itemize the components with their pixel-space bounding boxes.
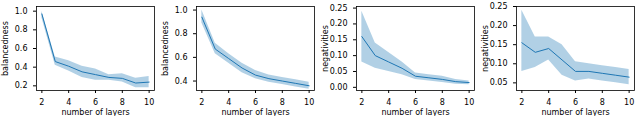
svg-text:8: 8 xyxy=(120,98,125,107)
svg-text:10: 10 xyxy=(624,98,634,107)
svg-text:0.4: 0.4 xyxy=(15,63,28,72)
svg-text:0.8: 0.8 xyxy=(175,29,188,38)
svg-text:0.10: 0.10 xyxy=(330,51,348,60)
svg-text:0.00: 0.00 xyxy=(330,83,348,92)
svg-text:0.15: 0.15 xyxy=(490,40,508,49)
svg-text:0.10: 0.10 xyxy=(490,59,508,68)
svg-text:negativities: negativities xyxy=(321,25,330,72)
svg-text:0.15: 0.15 xyxy=(330,35,348,44)
svg-text:10: 10 xyxy=(464,98,474,107)
svg-text:2: 2 xyxy=(39,98,44,107)
svg-text:0.2: 0.2 xyxy=(15,81,28,90)
svg-text:balancedness: balancedness xyxy=(1,21,10,76)
svg-text:4: 4 xyxy=(226,98,231,107)
svg-text:balancedness: balancedness xyxy=(161,21,170,76)
svg-text:0.4: 0.4 xyxy=(175,77,188,86)
svg-text:4: 4 xyxy=(386,98,391,107)
svg-text:0.20: 0.20 xyxy=(330,19,348,28)
svg-text:number of layers: number of layers xyxy=(381,108,449,116)
svg-text:2: 2 xyxy=(359,98,364,107)
svg-text:negativities: negativities xyxy=(481,25,490,72)
svg-text:0.8: 0.8 xyxy=(15,25,28,34)
svg-text:0.05: 0.05 xyxy=(490,78,508,87)
svg-text:8: 8 xyxy=(600,98,605,107)
svg-text:number of layers: number of layers xyxy=(541,108,609,116)
svg-text:0.6: 0.6 xyxy=(175,53,188,62)
svg-text:0.25: 0.25 xyxy=(330,4,348,13)
svg-text:2: 2 xyxy=(199,98,204,107)
svg-text:8: 8 xyxy=(280,98,285,107)
svg-text:0.20: 0.20 xyxy=(490,21,508,30)
svg-text:6: 6 xyxy=(93,98,98,107)
svg-text:4: 4 xyxy=(546,98,551,107)
svg-text:4: 4 xyxy=(66,98,71,107)
svg-text:number of layers: number of layers xyxy=(221,108,289,116)
svg-text:2: 2 xyxy=(519,98,524,107)
svg-text:6: 6 xyxy=(573,98,578,107)
svg-text:0.25: 0.25 xyxy=(490,2,508,11)
svg-text:10: 10 xyxy=(144,98,154,107)
svg-text:1.0: 1.0 xyxy=(15,7,28,16)
svg-text:6: 6 xyxy=(253,98,258,107)
svg-text:6: 6 xyxy=(413,98,418,107)
svg-text:10: 10 xyxy=(304,98,314,107)
svg-text:0.6: 0.6 xyxy=(15,44,28,53)
svg-text:0.05: 0.05 xyxy=(330,67,348,76)
svg-text:number of layers: number of layers xyxy=(61,108,129,116)
svg-text:8: 8 xyxy=(440,98,445,107)
svg-text:1.0: 1.0 xyxy=(175,6,188,15)
